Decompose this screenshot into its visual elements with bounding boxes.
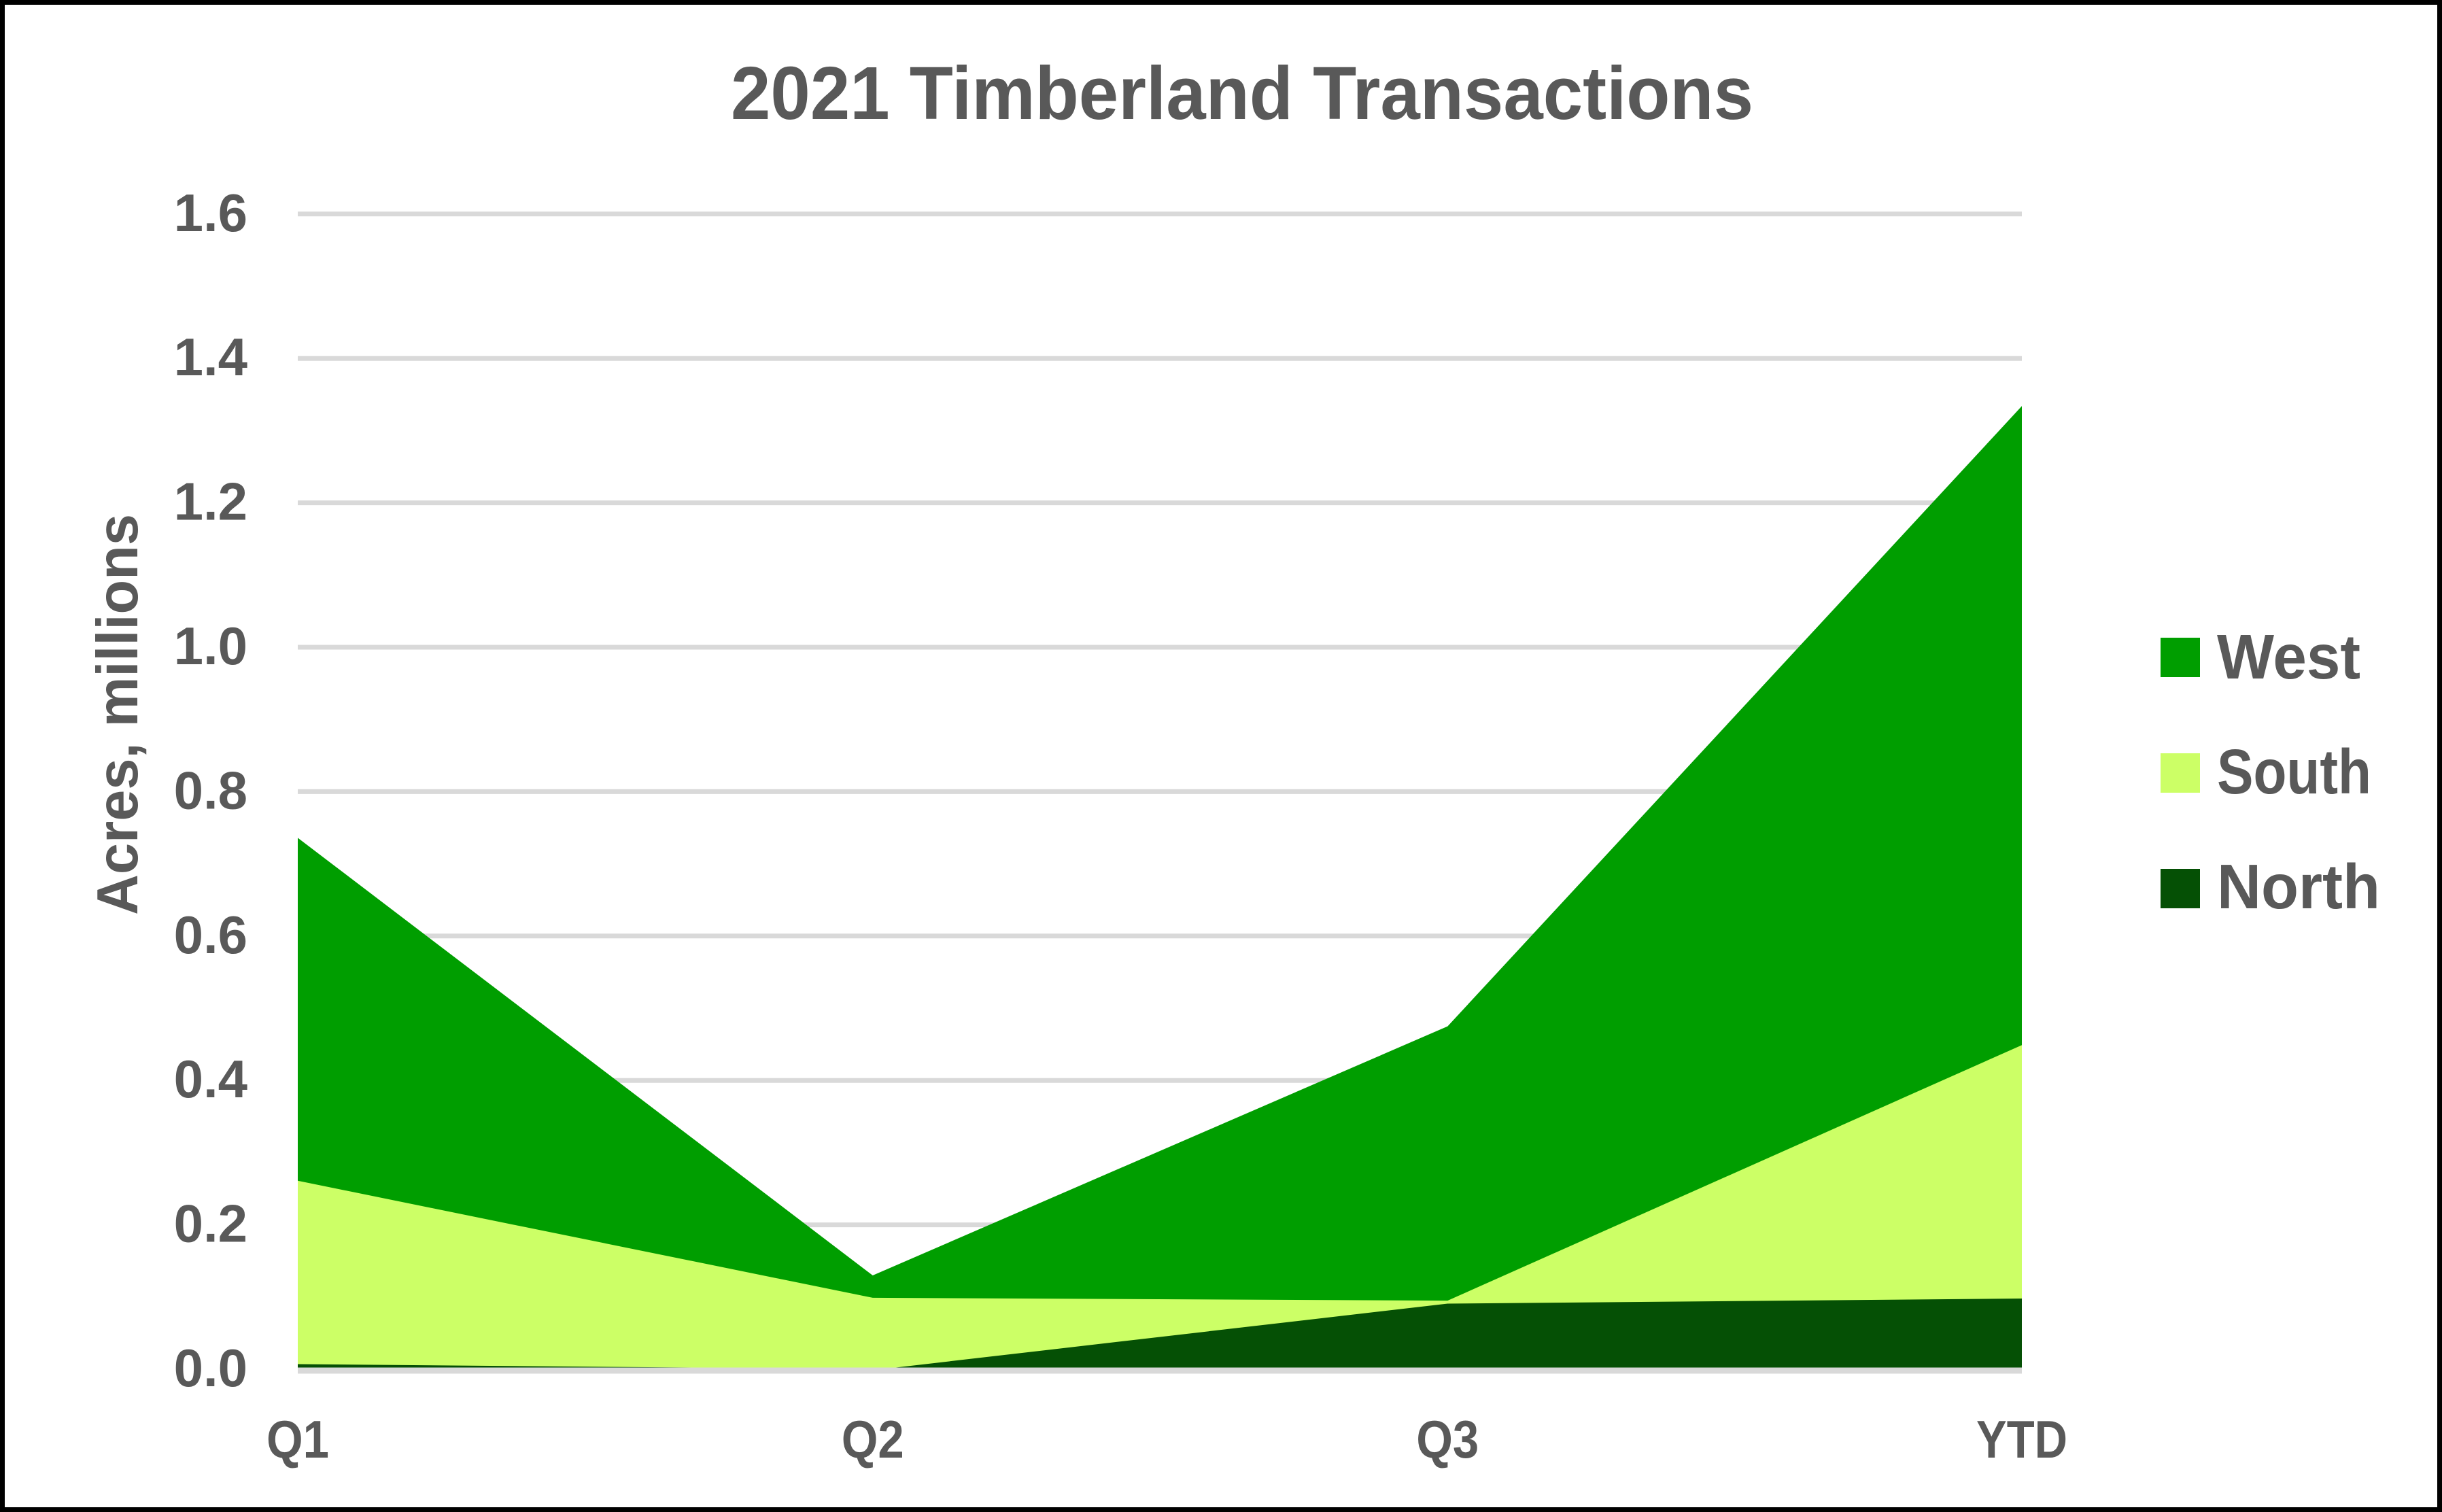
svg-text:0.2: 0.2 [174,1194,247,1254]
svg-text:0.0: 0.0 [174,1338,247,1398]
svg-text:West: West [2217,621,2360,692]
svg-text:Q1: Q1 [266,1409,329,1469]
svg-text:Q3: Q3 [1416,1409,1479,1469]
svg-text:1.0: 1.0 [174,616,247,676]
svg-text:0.8: 0.8 [174,760,247,820]
svg-text:Acres, millions: Acres, millions [86,514,150,915]
svg-text:1.2: 1.2 [174,472,247,532]
svg-text:0.4: 0.4 [174,1049,247,1109]
svg-text:2021 Timberland Transactions: 2021 Timberland Transactions [731,52,1753,135]
svg-text:North: North [2217,851,2380,922]
svg-text:YTD: YTD [1976,1409,2067,1469]
svg-text:Q2: Q2 [842,1409,904,1469]
svg-text:1.4: 1.4 [174,327,247,387]
svg-text:South: South [2217,736,2371,807]
svg-text:0.6: 0.6 [174,905,247,965]
svg-text:1.6: 1.6 [174,183,247,243]
